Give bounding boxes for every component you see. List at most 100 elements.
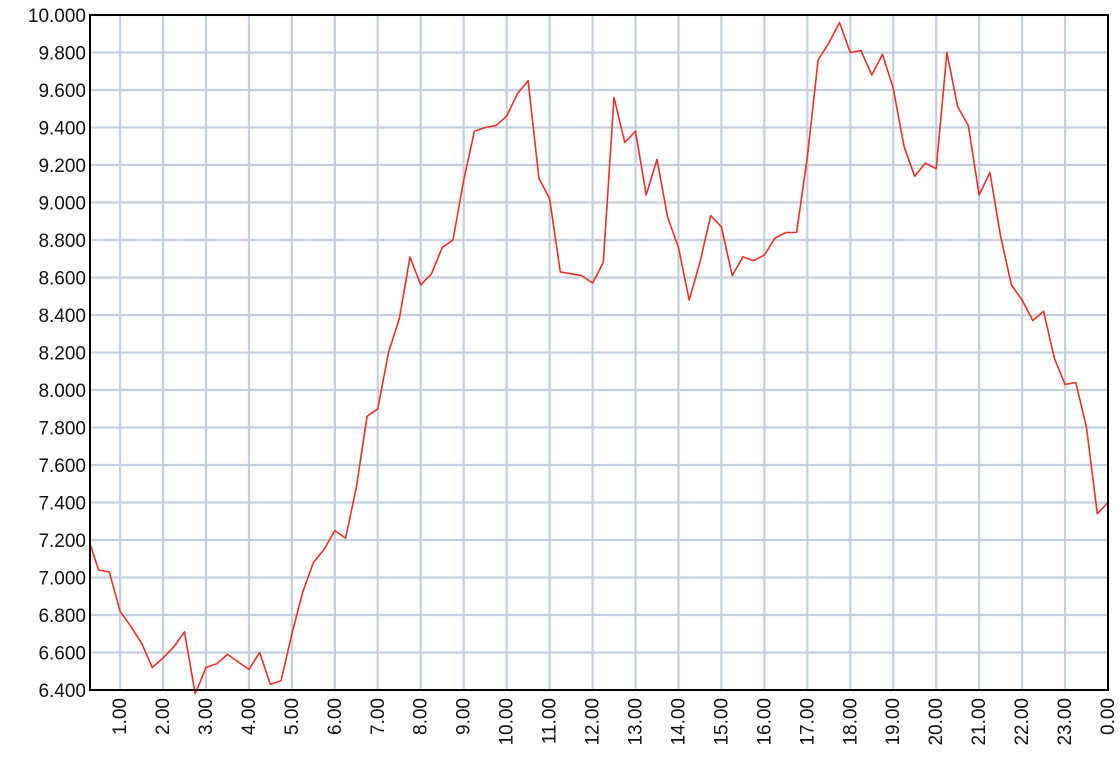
data-point bbox=[129, 625, 132, 628]
data-point bbox=[559, 270, 562, 273]
x-tick-label: 17.00 bbox=[797, 698, 818, 746]
y-tick-label: 9.400 bbox=[38, 119, 86, 140]
data-point bbox=[494, 124, 497, 127]
x-tick-label: 4.00 bbox=[239, 698, 260, 735]
data-point bbox=[409, 255, 412, 258]
data-point bbox=[269, 683, 272, 686]
data-point bbox=[720, 225, 723, 228]
data-point bbox=[774, 237, 777, 240]
data-point bbox=[376, 407, 379, 410]
x-tick-label: 3.00 bbox=[196, 698, 217, 735]
data-point bbox=[452, 239, 455, 242]
data-point bbox=[237, 660, 240, 663]
x-tick-label: 11.00 bbox=[540, 698, 561, 744]
data-point bbox=[784, 231, 787, 234]
data-point bbox=[613, 96, 616, 99]
data-point bbox=[698, 261, 701, 264]
gridlines bbox=[90, 13, 1108, 692]
data-point bbox=[580, 274, 583, 277]
x-tick-label: 6.00 bbox=[325, 698, 346, 735]
y-tick-label: 8.200 bbox=[38, 344, 86, 365]
data-point bbox=[1010, 284, 1013, 287]
data-point bbox=[1042, 310, 1045, 313]
y-tick-label: 9.200 bbox=[38, 156, 86, 177]
data-point bbox=[505, 115, 508, 118]
data-point bbox=[1031, 319, 1034, 322]
data-point bbox=[119, 610, 122, 613]
data-point bbox=[945, 51, 948, 54]
data-point bbox=[988, 171, 991, 174]
y-tick-label: 7.400 bbox=[38, 494, 86, 515]
series-layer bbox=[89, 21, 1109, 695]
x-tick-label: 7.00 bbox=[368, 698, 389, 735]
x-tick-label: 12.00 bbox=[583, 698, 604, 746]
data-point bbox=[591, 282, 594, 285]
data-point bbox=[645, 194, 648, 197]
data-point bbox=[301, 591, 304, 594]
data-point bbox=[537, 177, 540, 180]
data-point bbox=[956, 105, 959, 108]
data-point bbox=[1074, 381, 1077, 384]
data-point bbox=[795, 231, 798, 234]
data-point bbox=[634, 130, 637, 133]
data-point bbox=[752, 259, 755, 262]
data-point bbox=[215, 662, 218, 665]
data-point bbox=[205, 666, 208, 669]
x-axis-tick-labels: 1.00 2.00 3.00 4.00 5.00 6.00 7.00 8.00 9.00 10.0… bbox=[110, 698, 1119, 746]
data-point bbox=[656, 158, 659, 161]
data-point bbox=[366, 415, 369, 418]
data-point bbox=[108, 570, 111, 573]
series-line-0 bbox=[89, 21, 1109, 695]
data-point bbox=[172, 645, 175, 648]
data-point bbox=[387, 351, 390, 354]
data-point bbox=[731, 274, 734, 277]
x-tick-label: 22.00 bbox=[1012, 698, 1033, 746]
data-point bbox=[763, 254, 766, 257]
y-tick-label: 7.800 bbox=[38, 419, 86, 440]
data-point bbox=[838, 21, 841, 24]
data-point bbox=[247, 668, 250, 671]
data-point bbox=[258, 651, 261, 654]
data-point bbox=[1053, 357, 1056, 360]
y-tick-label: 10.000 bbox=[28, 6, 86, 27]
data-point bbox=[484, 126, 487, 129]
x-tick-label: 16.00 bbox=[754, 698, 775, 746]
data-point bbox=[462, 179, 465, 182]
data-point bbox=[870, 74, 873, 77]
data-point bbox=[194, 692, 197, 695]
data-point bbox=[323, 548, 326, 551]
plot-frame bbox=[89, 14, 1109, 691]
data-point bbox=[1064, 383, 1067, 386]
x-tick-label: 20.00 bbox=[926, 698, 947, 746]
x-tick-label: 9.00 bbox=[454, 698, 475, 735]
data-point bbox=[226, 653, 229, 656]
x-tick-label: 8.00 bbox=[411, 698, 432, 735]
data-point bbox=[677, 246, 680, 249]
x-tick-label: 18.00 bbox=[840, 698, 861, 746]
data-point bbox=[355, 486, 358, 489]
data-point bbox=[806, 156, 809, 159]
data-point bbox=[1021, 299, 1024, 302]
y-tick-label: 8.400 bbox=[38, 306, 86, 327]
data-point bbox=[548, 197, 551, 200]
data-point bbox=[741, 255, 744, 258]
y-tick-label: 6.800 bbox=[38, 606, 86, 627]
y-axis-tick-labels: 6.400 6.600 6.800 7.000 7.200 7.400 7.600 7.800… bbox=[28, 6, 86, 702]
data-point bbox=[903, 145, 906, 148]
x-tick-label: 2.00 bbox=[153, 698, 174, 735]
data-point bbox=[849, 51, 852, 54]
data-point bbox=[183, 630, 186, 633]
y-tick-label: 9.000 bbox=[38, 194, 86, 215]
y-tick-label: 6.400 bbox=[38, 681, 86, 702]
data-point bbox=[827, 42, 830, 45]
data-point bbox=[312, 561, 315, 564]
data-point bbox=[1096, 512, 1099, 515]
x-tick-label: 21.00 bbox=[969, 698, 990, 746]
x-tick-label: 13.00 bbox=[626, 698, 647, 746]
y-tick-label: 9.800 bbox=[38, 44, 86, 65]
data-point bbox=[924, 162, 927, 165]
data-point bbox=[709, 214, 712, 217]
data-point bbox=[688, 299, 691, 302]
y-tick-label: 8.800 bbox=[38, 231, 86, 252]
